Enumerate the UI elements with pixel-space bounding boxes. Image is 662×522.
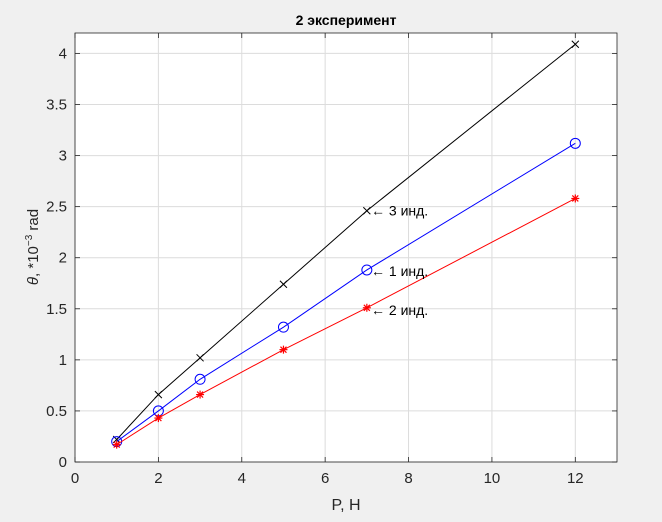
marker-stroke [113,441,121,449]
data-point [362,303,371,312]
annotations: ← 3 инд. ← 1 инд. ← 2 инд. [371,203,428,318]
data-point [154,414,163,423]
y-tick-label: 2.5 [46,199,67,216]
data-point [277,321,289,333]
annotation-label: ← 1 инд. [371,263,428,279]
y-tick-label: 0 [59,454,67,471]
x-tick-label: 4 [238,470,246,487]
y-axis-label-suffix: rad [25,209,42,235]
marker-stroke [571,195,579,202]
x-tick-label: 8 [404,470,412,487]
data-point [112,440,121,449]
x-tick-label: 0 [71,470,79,487]
chart-title: 2 эксперимент [296,12,397,28]
y-axis-label-prefix: , *10 [25,246,42,277]
y-tick-label: 2 [59,250,67,267]
y-tick-label: 3 [59,148,67,165]
series-line-1 [116,43,576,440]
series-line-2 [116,142,576,442]
y-tick-label: 1 [59,352,67,369]
plot-background [75,33,617,462]
data-point [196,353,204,362]
series-line-3 [116,198,576,446]
data-point [194,373,206,385]
x-tick-label: 6 [321,470,329,487]
grid [74,33,617,463]
marker-stroke [196,353,204,362]
marker-stroke [279,280,288,289]
marker-stroke [571,40,580,49]
x-tick-label: 10 [484,470,501,487]
plot-frame [74,32,618,463]
series-layer [111,40,581,449]
y-tick-label: 0.5 [46,403,67,420]
marker-stroke [196,391,204,399]
data-point [362,206,371,215]
marker-stroke [363,304,371,312]
data-point [569,137,581,149]
y-tick-label: 1.5 [46,301,67,318]
data-point [279,280,288,289]
y-axis-label-symbol: θ [25,277,42,285]
data-point [196,390,205,399]
ticks: 0 2 4 6 8 10 12 0 0.5 1 1.5 2 2.5 3 3.5 4 [46,33,617,487]
x-tick-label: 2 [154,470,162,487]
data-point [571,40,580,49]
x-tick-label: 12 [567,470,584,487]
annotation-label: ← 3 инд. [371,203,428,219]
y-tick-label: 4 [59,45,67,62]
marker-stroke [280,346,287,354]
x-axis-label: P, H [331,497,360,514]
marker-stroke [154,414,162,422]
data-point [361,264,373,276]
data-point [571,194,580,203]
y-axis-label: θ, *10−3 rad [24,209,42,285]
data-point [279,345,288,354]
y-axis-label-exponent: −3 [24,234,35,246]
marker-stroke [362,206,371,215]
annotation-label: ← 2 инд. [371,302,428,318]
marker-stroke [154,390,163,399]
y-tick-label: 3.5 [46,97,67,114]
data-point [154,390,163,399]
